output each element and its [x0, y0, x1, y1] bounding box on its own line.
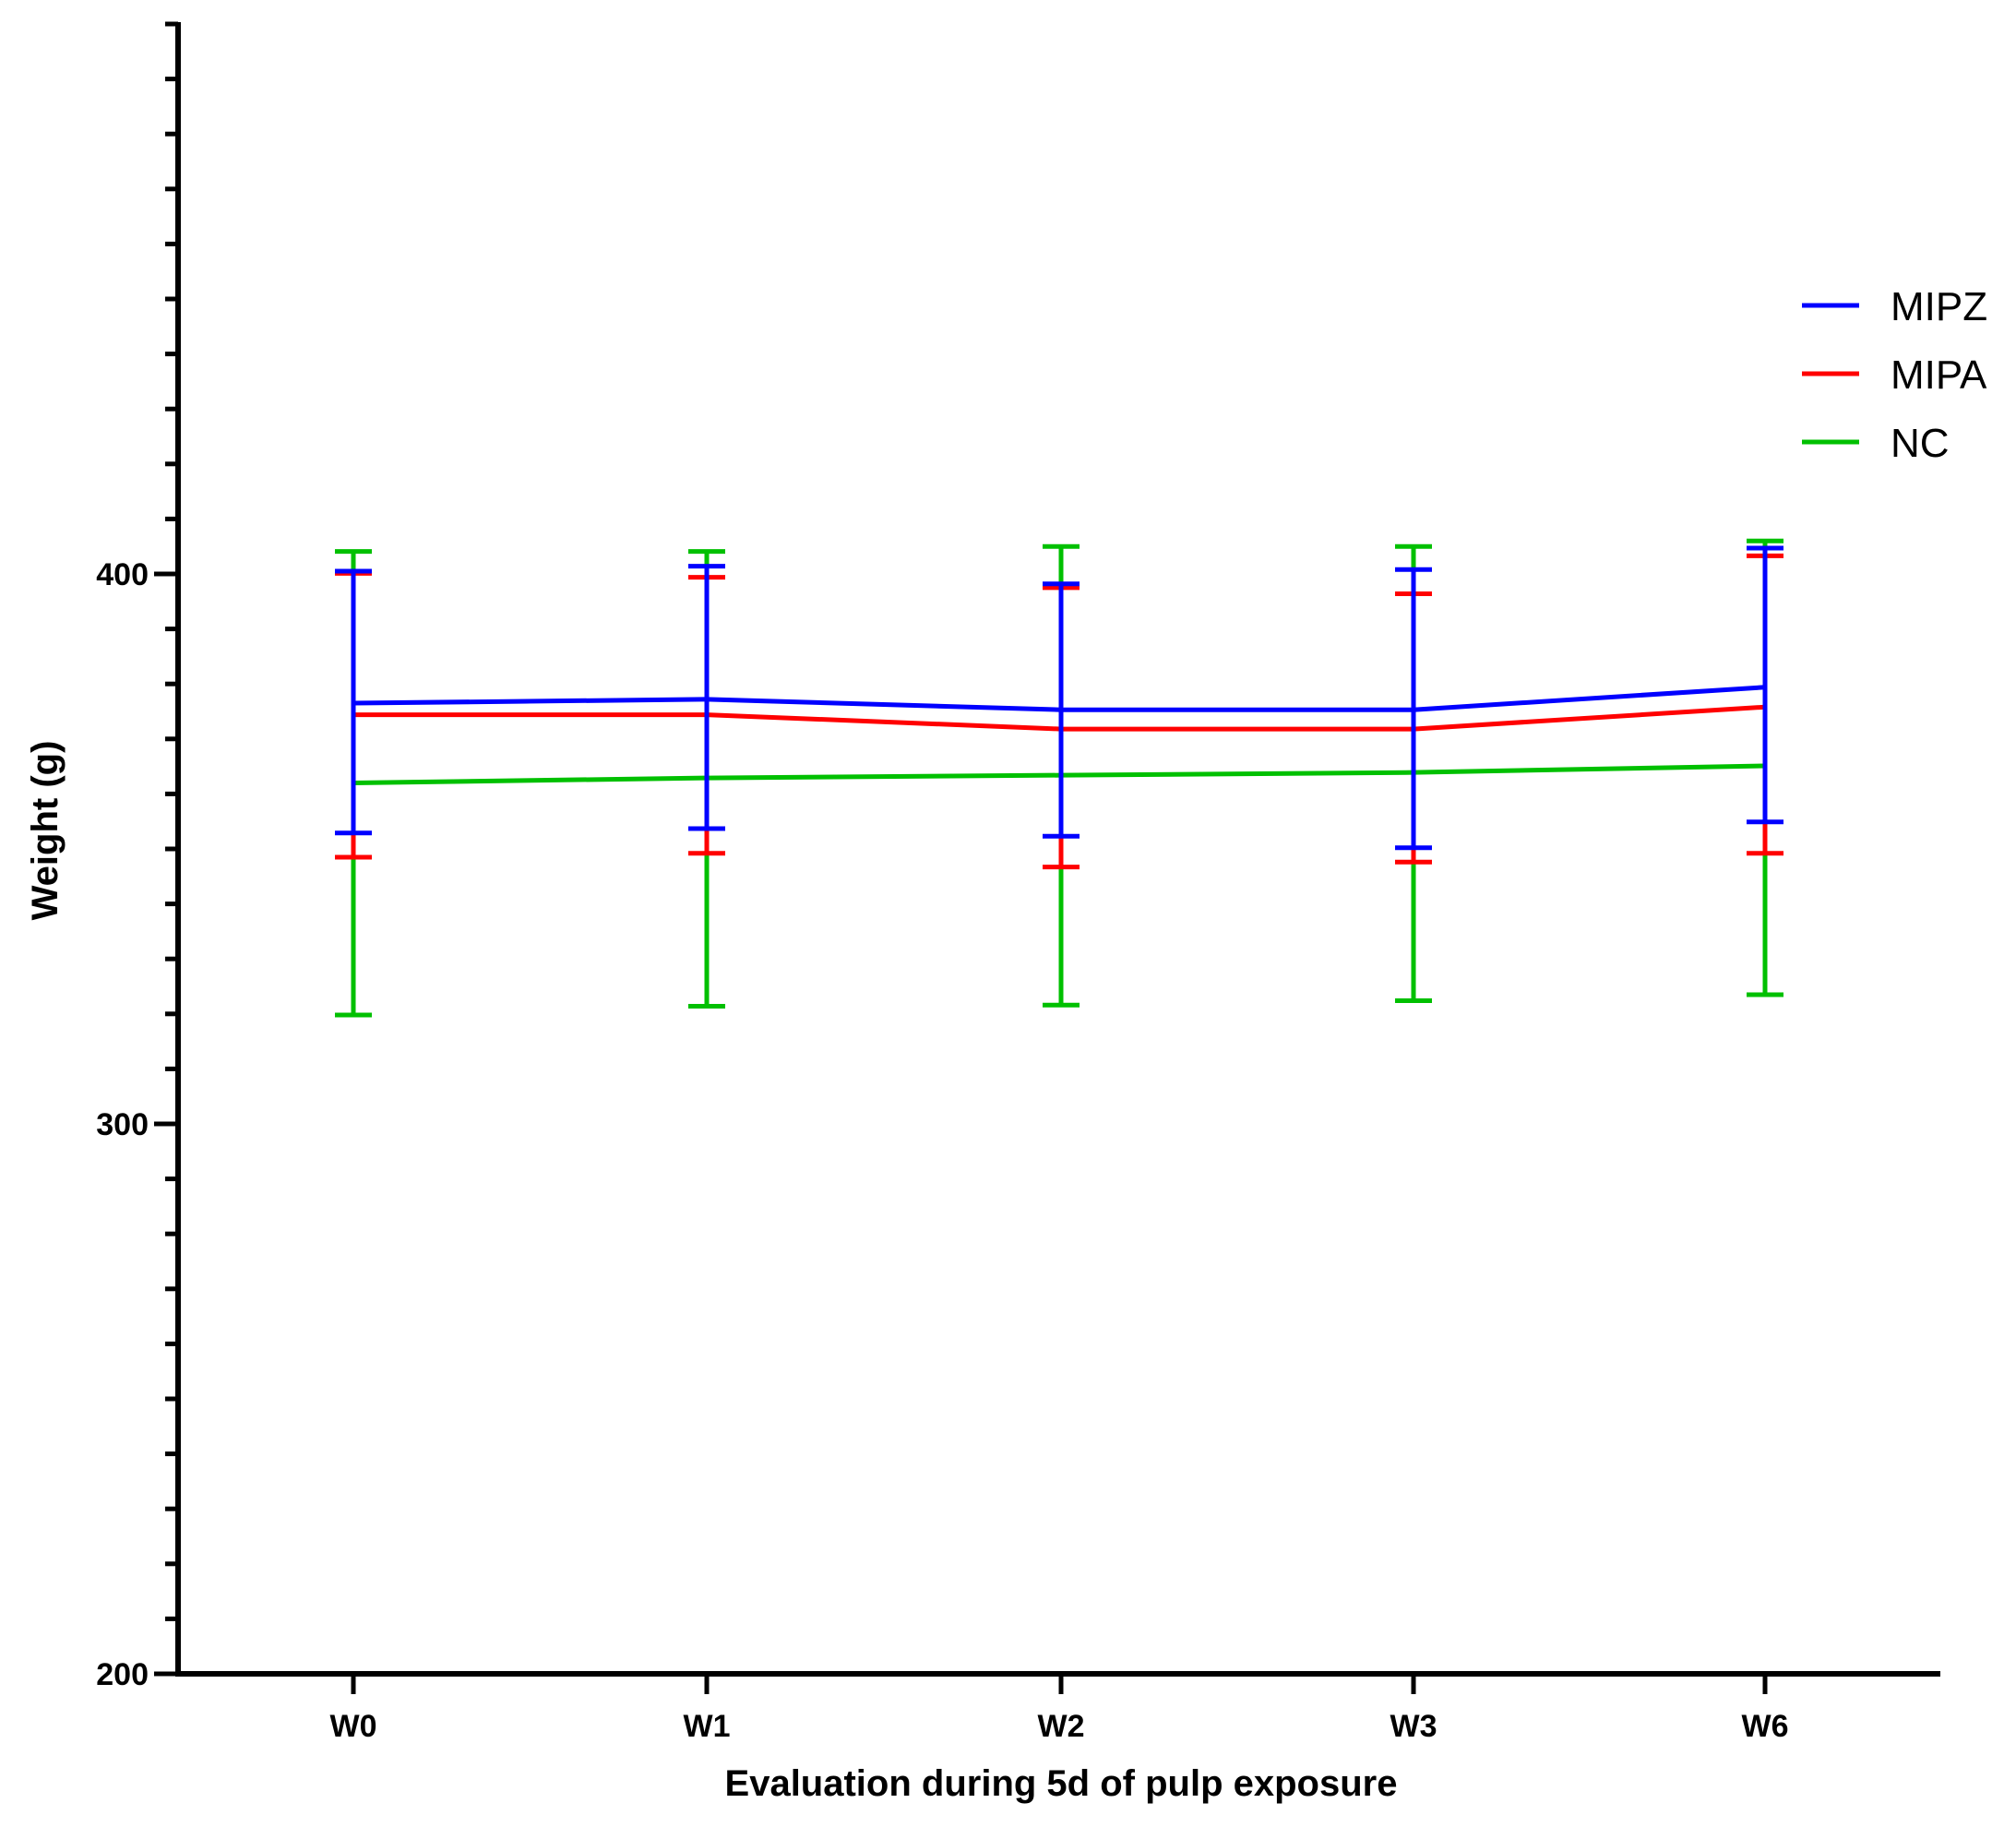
y-tick-label: 300 — [96, 1107, 149, 1142]
series-line-mipz — [352, 685, 1766, 712]
y-axis: 200 300 400 — [96, 21, 181, 1692]
y-tick-label: 400 — [96, 557, 149, 592]
y-tick-label: 200 — [96, 1657, 149, 1692]
x-tick-label: W0 — [330, 1709, 377, 1744]
legend-item-mipa: MIPA — [1802, 352, 1987, 398]
x-tick-label: W1 — [684, 1709, 731, 1744]
legend-label-mipz: MIPZ — [1891, 284, 1987, 329]
legend: MIPZ MIPA NC — [1802, 284, 1987, 466]
legend-label-nc: NC — [1891, 421, 1950, 466]
legend-item-nc: NC — [1802, 421, 1950, 466]
x-axis-title: Evaluation during 5d of pulp exposure — [725, 1763, 1398, 1804]
x-axis: W0 W1 W2 W3 W6 — [175, 1671, 1940, 1744]
y-axis-title: Weight (g) — [25, 741, 66, 921]
legend-label-mipa: MIPA — [1891, 352, 1987, 398]
x-tick-label: W6 — [1742, 1709, 1789, 1744]
series-mipz — [335, 545, 1783, 851]
x-tick-label: W2 — [1038, 1709, 1085, 1744]
legend-item-mipz: MIPZ — [1802, 284, 1987, 329]
series — [335, 538, 1783, 1018]
x-tick-label: W3 — [1390, 1709, 1437, 1744]
